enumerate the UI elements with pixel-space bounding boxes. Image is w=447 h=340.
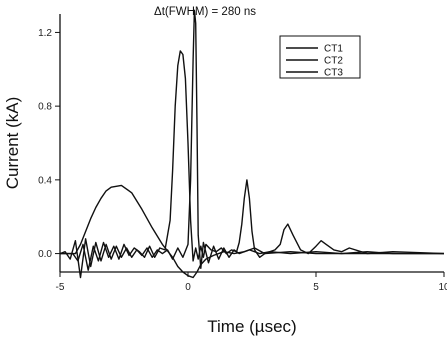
- axis-ticks: -5 0 5 10 0.0 0.4 0.8 1.2: [38, 28, 447, 293]
- y-tick-label: 0.4: [38, 175, 52, 186]
- legend-label-ct3: CT3: [324, 68, 343, 79]
- fwhm-annotation: Δt(FWHM) = 280 ns: [154, 6, 256, 18]
- series-line-ct2: [60, 50, 445, 271]
- series-line-ct3: [59, 9, 444, 279]
- x-tick-label: -5: [56, 282, 65, 293]
- legend-label-ct2: CT2: [324, 56, 343, 67]
- series-line-ct1: [60, 184, 444, 279]
- y-tick-label: 1.2: [38, 28, 52, 39]
- y-axis-title: Current (kA): [3, 97, 22, 190]
- legend-label-ct1: CT1: [324, 44, 343, 55]
- y-tick-label: 0.8: [38, 102, 52, 113]
- plot-area: [59, 14, 444, 273]
- x-tick-label: 5: [313, 282, 319, 293]
- series-layer: [59, 9, 445, 279]
- x-tick-label: 10: [438, 282, 447, 293]
- x-tick-label: 0: [185, 282, 191, 293]
- y-tick-label: 0.0: [38, 249, 52, 260]
- x-axis-title: Time (µsec): [207, 317, 296, 336]
- legend-box: [279, 35, 361, 79]
